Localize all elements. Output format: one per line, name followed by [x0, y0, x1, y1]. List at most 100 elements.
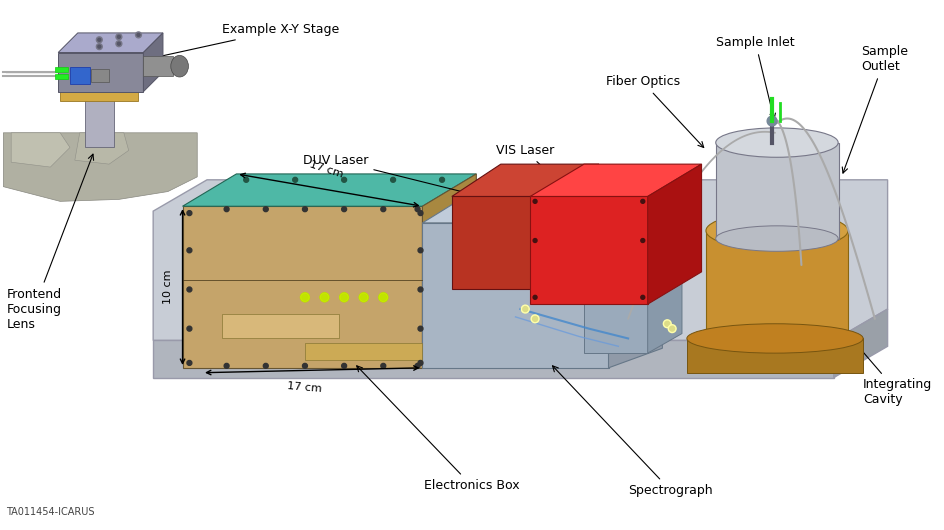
Polygon shape [422, 174, 476, 368]
Circle shape [640, 199, 644, 204]
Circle shape [224, 364, 228, 368]
Polygon shape [182, 174, 476, 206]
Circle shape [532, 295, 536, 299]
Polygon shape [59, 33, 162, 52]
Polygon shape [583, 265, 682, 285]
Text: Spectrograph: Spectrograph [552, 366, 712, 497]
Polygon shape [92, 69, 109, 82]
Circle shape [380, 207, 385, 211]
Circle shape [187, 326, 192, 331]
Polygon shape [55, 67, 68, 72]
Circle shape [117, 42, 120, 45]
Circle shape [665, 321, 669, 326]
Circle shape [339, 293, 348, 302]
Circle shape [379, 293, 387, 302]
Polygon shape [85, 94, 114, 147]
Polygon shape [75, 133, 128, 164]
Circle shape [417, 210, 423, 216]
Text: Fiber Optics: Fiber Optics [605, 75, 703, 147]
Circle shape [532, 199, 536, 204]
Polygon shape [70, 67, 90, 84]
Circle shape [300, 293, 309, 302]
Circle shape [414, 364, 419, 368]
Polygon shape [647, 164, 700, 304]
Polygon shape [422, 190, 662, 223]
Circle shape [293, 178, 297, 182]
Circle shape [767, 116, 776, 126]
Polygon shape [583, 285, 647, 353]
Ellipse shape [705, 212, 847, 249]
Polygon shape [60, 89, 139, 101]
Circle shape [342, 364, 346, 368]
Text: Example X-Y Stage: Example X-Y Stage [150, 23, 339, 60]
Circle shape [531, 315, 538, 323]
Polygon shape [59, 52, 143, 92]
Circle shape [263, 207, 268, 211]
Circle shape [339, 293, 348, 302]
Text: Frontend
Focusing
Lens: Frontend Focusing Lens [7, 154, 93, 331]
Circle shape [417, 287, 423, 292]
Circle shape [302, 207, 307, 211]
Circle shape [380, 364, 385, 368]
Circle shape [187, 360, 192, 365]
Circle shape [417, 360, 423, 365]
Circle shape [667, 325, 675, 332]
Polygon shape [451, 164, 598, 197]
Polygon shape [143, 56, 173, 76]
Polygon shape [549, 164, 598, 289]
Circle shape [116, 41, 122, 47]
Text: 17 cm: 17 cm [287, 381, 322, 394]
Text: Sample Inlet: Sample Inlet [716, 36, 794, 119]
Circle shape [379, 293, 387, 302]
Text: Integrating
Cavity: Integrating Cavity [853, 341, 932, 407]
Polygon shape [422, 223, 608, 368]
Polygon shape [647, 265, 682, 353]
Circle shape [302, 364, 307, 368]
Polygon shape [716, 143, 837, 238]
Circle shape [342, 178, 346, 182]
Circle shape [263, 364, 268, 368]
Ellipse shape [715, 226, 837, 251]
Polygon shape [305, 343, 422, 360]
Circle shape [137, 33, 140, 37]
Circle shape [640, 238, 644, 243]
Polygon shape [833, 309, 886, 377]
Polygon shape [143, 33, 162, 92]
Circle shape [522, 307, 527, 312]
Circle shape [669, 326, 674, 331]
Text: 10 cm: 10 cm [162, 269, 173, 304]
Polygon shape [182, 206, 422, 368]
Polygon shape [55, 74, 68, 79]
Circle shape [521, 305, 529, 313]
Circle shape [96, 43, 102, 50]
Polygon shape [530, 164, 700, 197]
Circle shape [439, 178, 444, 182]
Circle shape [300, 293, 309, 302]
Polygon shape [11, 133, 70, 167]
Circle shape [414, 207, 419, 211]
Circle shape [640, 295, 644, 299]
Circle shape [224, 207, 228, 211]
Text: VIS Laser: VIS Laser [496, 144, 576, 199]
Circle shape [663, 320, 670, 328]
Polygon shape [451, 197, 549, 289]
Text: Sample
Outlet: Sample Outlet [841, 46, 907, 173]
Ellipse shape [715, 128, 837, 157]
Circle shape [532, 238, 536, 243]
Circle shape [390, 178, 396, 182]
Circle shape [532, 316, 537, 321]
Circle shape [359, 293, 368, 302]
Circle shape [417, 326, 423, 331]
Circle shape [98, 38, 101, 41]
Polygon shape [530, 197, 647, 304]
Polygon shape [4, 133, 197, 201]
Polygon shape [686, 339, 862, 373]
Circle shape [96, 37, 102, 43]
Polygon shape [608, 190, 662, 368]
Circle shape [187, 248, 192, 253]
Circle shape [342, 207, 346, 211]
Circle shape [244, 178, 248, 182]
Ellipse shape [686, 324, 862, 353]
Circle shape [98, 45, 101, 48]
Ellipse shape [171, 56, 188, 77]
